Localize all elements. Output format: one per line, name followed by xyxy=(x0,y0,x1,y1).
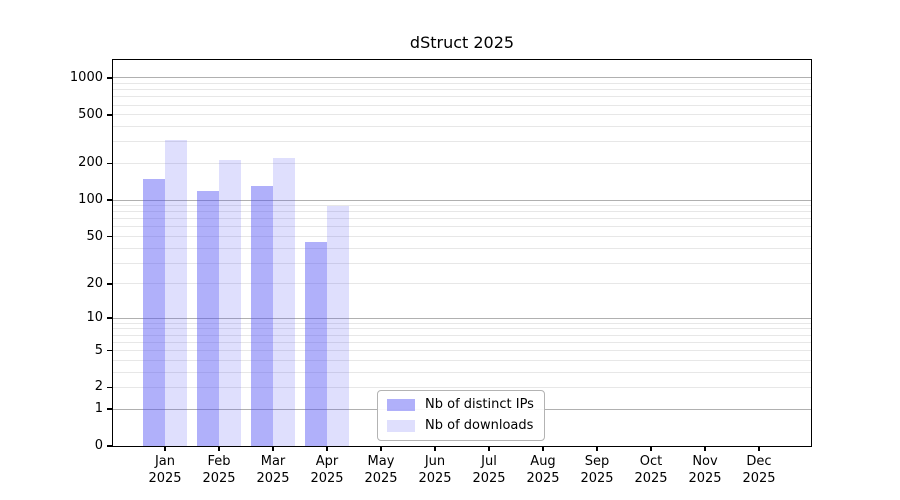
y-tick-mark xyxy=(107,408,113,410)
minor-gridline xyxy=(113,371,811,373)
minor-gridline xyxy=(113,89,811,91)
legend-item-downloads: Nb of downloads xyxy=(387,418,534,434)
x-tick-label-aug: Aug 2025 xyxy=(526,454,560,486)
minor-gridline xyxy=(113,126,811,128)
y-tick-label-2: 2 xyxy=(94,379,103,395)
x-tick-label-jan: Jan 2025 xyxy=(148,454,182,486)
x-tick-mark xyxy=(758,446,760,451)
minor-gridline xyxy=(113,83,811,85)
legend-label-distinct-ips: Nb of distinct IPs xyxy=(425,397,534,412)
x-tick-label-mar: Mar 2025 xyxy=(256,454,290,486)
y-tick-mark xyxy=(107,386,113,389)
y-tick-mark xyxy=(107,77,113,79)
minor-gridline xyxy=(113,205,811,207)
minor-gridline xyxy=(113,162,811,164)
x-tick-label-may: May 2025 xyxy=(364,454,398,486)
legend-swatch-distinct-ips xyxy=(387,399,415,411)
y-tick-mark xyxy=(107,349,113,352)
minor-gridline xyxy=(113,334,811,336)
minor-gridline xyxy=(113,104,811,106)
minor-gridline xyxy=(113,247,811,249)
bar-distinct-ips-feb xyxy=(197,190,219,446)
minor-gridline xyxy=(113,262,811,264)
plot-area: Nb of distinct IPs Nb of downloads xyxy=(112,59,812,447)
bar-downloads-apr xyxy=(327,205,349,446)
minor-gridline xyxy=(113,328,811,330)
y-tick-label-20: 20 xyxy=(86,275,103,291)
minor-gridline xyxy=(113,211,811,213)
x-tick-label-sep: Sep 2025 xyxy=(580,454,614,486)
minor-gridline xyxy=(113,341,811,343)
minor-gridline xyxy=(113,218,811,220)
y-tick-mark xyxy=(107,162,113,165)
x-tick-label-oct: Oct 2025 xyxy=(634,454,668,486)
x-tick-mark xyxy=(272,446,274,451)
chart-title: dStruct 2025 xyxy=(409,33,515,52)
minor-gridline xyxy=(113,226,811,228)
y-tick-label-200: 200 xyxy=(78,155,103,171)
minor-gridline xyxy=(113,114,811,116)
x-tick-label-jul: Jul 2025 xyxy=(472,454,506,486)
minor-gridline xyxy=(113,141,811,143)
x-tick-mark xyxy=(164,446,166,451)
y-tick-label-5: 5 xyxy=(94,342,103,358)
y-tick-label-10: 10 xyxy=(86,310,103,326)
y-tick-label-100: 100 xyxy=(78,192,103,208)
x-tick-label-apr: Apr 2025 xyxy=(310,454,344,486)
minor-gridline xyxy=(113,350,811,352)
minor-gridline xyxy=(113,283,811,285)
x-tick-mark xyxy=(488,446,490,451)
bar-downloads-mar xyxy=(273,158,295,446)
x-tick-mark xyxy=(434,446,436,451)
x-tick-mark xyxy=(596,446,598,451)
major-gridline xyxy=(113,317,811,319)
y-tick-label-50: 50 xyxy=(86,228,103,244)
minor-gridline xyxy=(113,96,811,98)
minor-gridline xyxy=(113,359,811,361)
x-tick-label-feb: Feb 2025 xyxy=(202,454,236,486)
x-tick-mark xyxy=(650,446,652,451)
minor-gridline xyxy=(113,236,811,238)
y-tick-mark xyxy=(107,114,113,116)
legend-label-downloads: Nb of downloads xyxy=(425,418,534,433)
major-gridline xyxy=(113,77,811,79)
y-tick-label-1: 1 xyxy=(94,401,103,417)
x-tick-mark xyxy=(542,446,544,451)
y-tick-label-0: 0 xyxy=(94,438,103,453)
x-tick-mark xyxy=(326,446,328,451)
legend: Nb of distinct IPs Nb of downloads xyxy=(377,390,545,441)
bar-distinct-ips-mar xyxy=(251,186,273,446)
bar-distinct-ips-jan xyxy=(143,178,165,446)
x-tick-mark xyxy=(704,446,706,451)
minor-gridline xyxy=(113,322,811,324)
y-tick-mark xyxy=(107,199,113,201)
x-tick-mark xyxy=(218,446,220,451)
bar-downloads-jan xyxy=(165,140,187,446)
major-gridline xyxy=(113,199,811,201)
legend-swatch-downloads xyxy=(387,420,415,432)
legend-item-distinct-ips: Nb of distinct IPs xyxy=(387,397,534,413)
x-tick-label-dec: Dec 2025 xyxy=(742,454,776,486)
y-tick-mark xyxy=(107,317,113,319)
x-tick-label-nov: Nov 2025 xyxy=(688,454,722,486)
x-tick-label-jun: Jun 2025 xyxy=(418,454,452,486)
y-tick-mark xyxy=(107,283,113,285)
bar-distinct-ips-apr xyxy=(305,242,327,446)
y-tick-mark xyxy=(107,445,113,447)
y-tick-label-500: 500 xyxy=(78,106,103,122)
y-tick-mark xyxy=(107,235,113,238)
bar-downloads-feb xyxy=(219,159,241,446)
minor-gridline xyxy=(113,386,811,388)
y-tick-label-1000: 1000 xyxy=(69,69,103,85)
x-tick-mark xyxy=(380,446,382,451)
